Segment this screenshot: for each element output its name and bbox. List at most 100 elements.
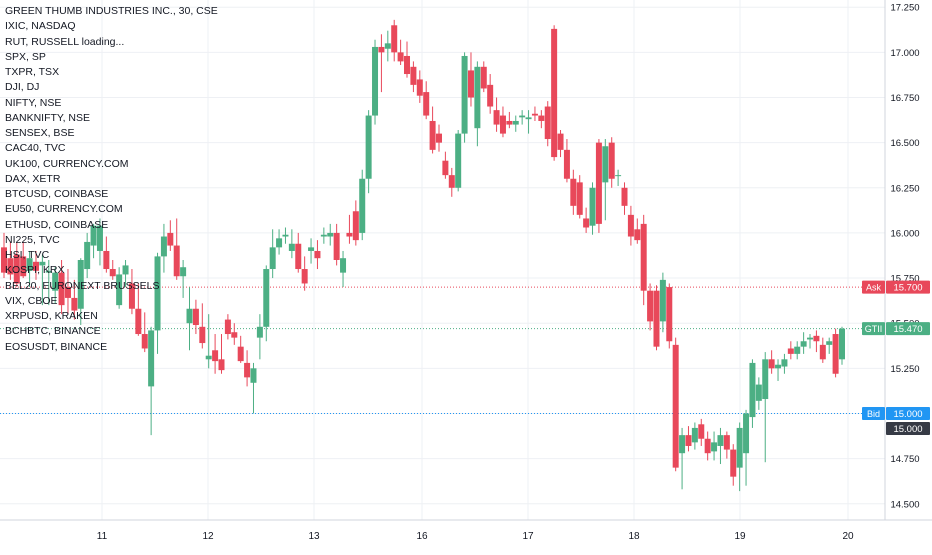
candle[interactable] [723,431,730,459]
candle[interactable] [544,101,551,147]
candle[interactable] [512,115,519,132]
candle[interactable] [1,232,7,279]
candle[interactable] [416,70,423,103]
candle[interactable] [378,34,385,93]
candle[interactable] [359,169,366,241]
candle[interactable] [736,422,743,492]
candle[interactable] [525,110,532,134]
candle[interactable] [423,81,430,120]
candle[interactable] [755,377,762,410]
legend-item[interactable]: SPX, SP [5,50,46,63]
candle[interactable] [832,328,839,378]
candle[interactable] [691,422,698,450]
candle[interactable] [435,124,442,152]
candle[interactable] [224,314,231,340]
legend-item[interactable]: XRPUSD, KRAKEN [5,310,98,322]
candle[interactable] [538,110,545,129]
candle[interactable] [602,139,609,221]
candle[interactable] [583,207,590,233]
candle[interactable] [442,151,449,179]
candle[interactable] [480,61,487,93]
candle[interactable] [410,61,417,93]
candle[interactable] [634,218,641,244]
candle[interactable] [39,254,46,306]
candle[interactable] [608,137,615,188]
candle[interactable] [506,111,513,129]
candle[interactable] [807,334,814,349]
candle[interactable] [704,431,711,461]
candle[interactable] [148,326,155,436]
candle[interactable] [717,427,724,465]
candle[interactable] [32,250,39,280]
price-axis-panel[interactable] [885,0,932,550]
legend-item[interactable]: EU50, CURRENCY.COM [5,203,123,216]
legend-item[interactable]: DAX, XETR [5,172,61,185]
candle[interactable] [672,337,679,472]
candle[interactable] [116,267,123,309]
candle[interactable] [679,427,686,490]
candle[interactable] [839,326,845,365]
candle[interactable] [173,218,180,280]
legend-item[interactable]: CAC40, TVC [5,142,66,155]
candle[interactable] [167,220,174,251]
candle[interactable] [826,337,833,354]
candle[interactable] [768,350,775,374]
candle[interactable] [749,359,756,428]
candle[interactable] [621,182,628,215]
candle[interactable] [45,260,52,306]
legend-item[interactable]: IXIC, NASDAQ [5,20,76,33]
candle[interactable] [372,39,379,125]
candle[interactable] [333,223,340,266]
candle[interactable] [800,332,807,354]
legend-item[interactable]: SENSEX, BSE [5,127,75,139]
legend-item[interactable]: BANKNIFTY, NSE [5,111,90,124]
candle[interactable] [551,25,558,161]
legend-item[interactable]: TXPR, TSX [5,66,60,78]
legend-item[interactable]: DJI, DJ [5,81,40,94]
candle[interactable] [52,267,59,304]
candle[interactable] [698,418,705,446]
candle[interactable] [186,287,193,351]
candle[interactable] [781,353,788,374]
candle[interactable] [237,335,244,363]
candle[interactable] [122,260,129,288]
candle[interactable] [429,106,436,154]
legend-item[interactable]: NIFTY, NSE [5,96,62,109]
candle[interactable] [301,256,308,291]
candle[interactable] [461,52,468,143]
candle[interactable] [557,130,564,158]
candle[interactable] [109,260,116,280]
candle[interactable] [397,39,404,65]
candle[interactable] [499,106,506,138]
candle[interactable] [813,330,820,353]
legend-title[interactable]: GREEN THUMB INDUSTRIES INC., 30, CSE [5,5,218,17]
candle[interactable] [519,110,526,125]
legend-item[interactable]: BEL20, EURONEXT BRUSSELS [5,279,160,292]
candle[interactable] [467,52,474,107]
candle[interactable] [711,431,718,461]
candle[interactable] [263,265,270,342]
candle[interactable] [340,250,347,288]
candle[interactable] [640,214,647,306]
candle[interactable] [154,252,161,354]
candle[interactable] [308,238,315,264]
candle[interactable] [64,269,71,315]
candle[interactable] [576,175,583,219]
candle[interactable] [84,232,91,279]
candle[interactable] [269,229,276,279]
candle[interactable] [365,110,372,194]
legend-item[interactable]: NI225, TVC [5,233,60,246]
candle[interactable] [288,229,295,259]
candle[interactable] [103,236,110,273]
candle[interactable] [352,200,359,246]
candle[interactable] [135,283,142,336]
legend-item[interactable]: RUT, RUSSELL loading... [5,35,125,48]
candle[interactable] [128,269,135,315]
candle[interactable] [666,283,673,349]
candle[interactable] [282,227,289,244]
candle[interactable] [244,350,251,387]
candle[interactable] [653,285,660,351]
candlestick-series[interactable] [1,19,845,492]
candle[interactable] [570,169,577,215]
legend-item[interactable]: EOSUSDT, BINANCE [5,340,108,353]
